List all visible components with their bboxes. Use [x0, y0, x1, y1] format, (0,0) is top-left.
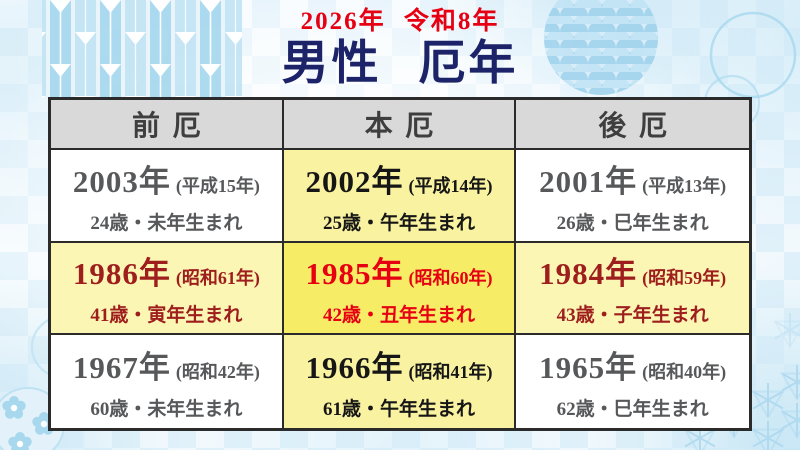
table-cell: 1966年 (昭和41年) 61歳・午年生まれ [283, 335, 517, 428]
cell-year: 1984年 [539, 256, 638, 292]
table-cell: 1965年 (昭和40年) 62歳・巳年生まれ [516, 335, 749, 428]
cell-year: 2002年 [305, 163, 404, 199]
cell-era: (平成15年) [175, 175, 260, 196]
cell-detail: 43歳・子年生まれ [556, 305, 709, 327]
cell-year: 1965年 [539, 350, 638, 386]
cell-detail: 26歳・巳年生まれ [556, 212, 709, 234]
cell-year: 2001年 [539, 163, 638, 199]
yakudoshi-table: 前厄 本厄 後厄 2003年 (平成15年) 24歳・未年生まれ 2002年 (平成… [48, 97, 752, 431]
page-title: 男性 厄年 [281, 38, 519, 90]
cell-year: 2003年 [72, 163, 171, 199]
cell-year: 1985年 [305, 256, 404, 292]
cell-detail: 24歳・未年生まれ [90, 212, 243, 234]
page-heading: 2026年 令和8年 男性 厄年 [0, 8, 800, 91]
cell-era: (昭和40年) [642, 362, 727, 383]
cell-year: 1966年 [305, 350, 404, 386]
table-cell-highlight: 1986年 (昭和61年) 41歳・寅年生まれ [51, 242, 284, 336]
cell-detail: 60歳・未年生まれ [90, 399, 243, 421]
cell-era: (昭和60年) [408, 268, 493, 289]
cell-era: (平成13年) [642, 175, 727, 196]
cell-era: (昭和59年) [642, 268, 727, 289]
table-cell: 2002年 (平成14年) 25歳・午年生まれ [283, 150, 517, 243]
table-cell: 1967年 (昭和42年) 60歳・未年生まれ [51, 335, 284, 428]
cell-year: 1986年 [72, 256, 171, 292]
table-cell-highlight: 1984年 (昭和59年) 43歳・子年生まれ [516, 242, 749, 336]
cell-detail: 25歳・午年生まれ [322, 212, 475, 234]
calendar-year-label: 2026年 令和8年 [300, 8, 500, 35]
cell-era: (昭和61年) [175, 268, 260, 289]
cell-detail: 42歳・丑年生まれ [322, 305, 475, 327]
cell-era: (昭和42年) [175, 362, 260, 383]
cell-year: 1967年 [72, 350, 171, 386]
table-cell: 2001年 (平成13年) 26歳・巳年生まれ [516, 150, 749, 243]
column-header-maeyaku: 前厄 [51, 100, 284, 150]
cell-detail: 62歳・巳年生まれ [556, 399, 709, 421]
table-cell-peak: 1985年 (昭和60年) 42歳・丑年生まれ [283, 242, 517, 336]
cell-era: (昭和41年) [408, 362, 493, 383]
cell-detail: 61歳・午年生まれ [322, 399, 475, 421]
column-header-atoyaku: 後厄 [516, 100, 749, 150]
cell-era: (平成14年) [408, 175, 493, 196]
column-header-honyaku: 本厄 [283, 100, 517, 150]
cell-detail: 41歳・寅年生まれ [90, 305, 243, 327]
table-cell: 2003年 (平成15年) 24歳・未年生まれ [51, 150, 284, 243]
